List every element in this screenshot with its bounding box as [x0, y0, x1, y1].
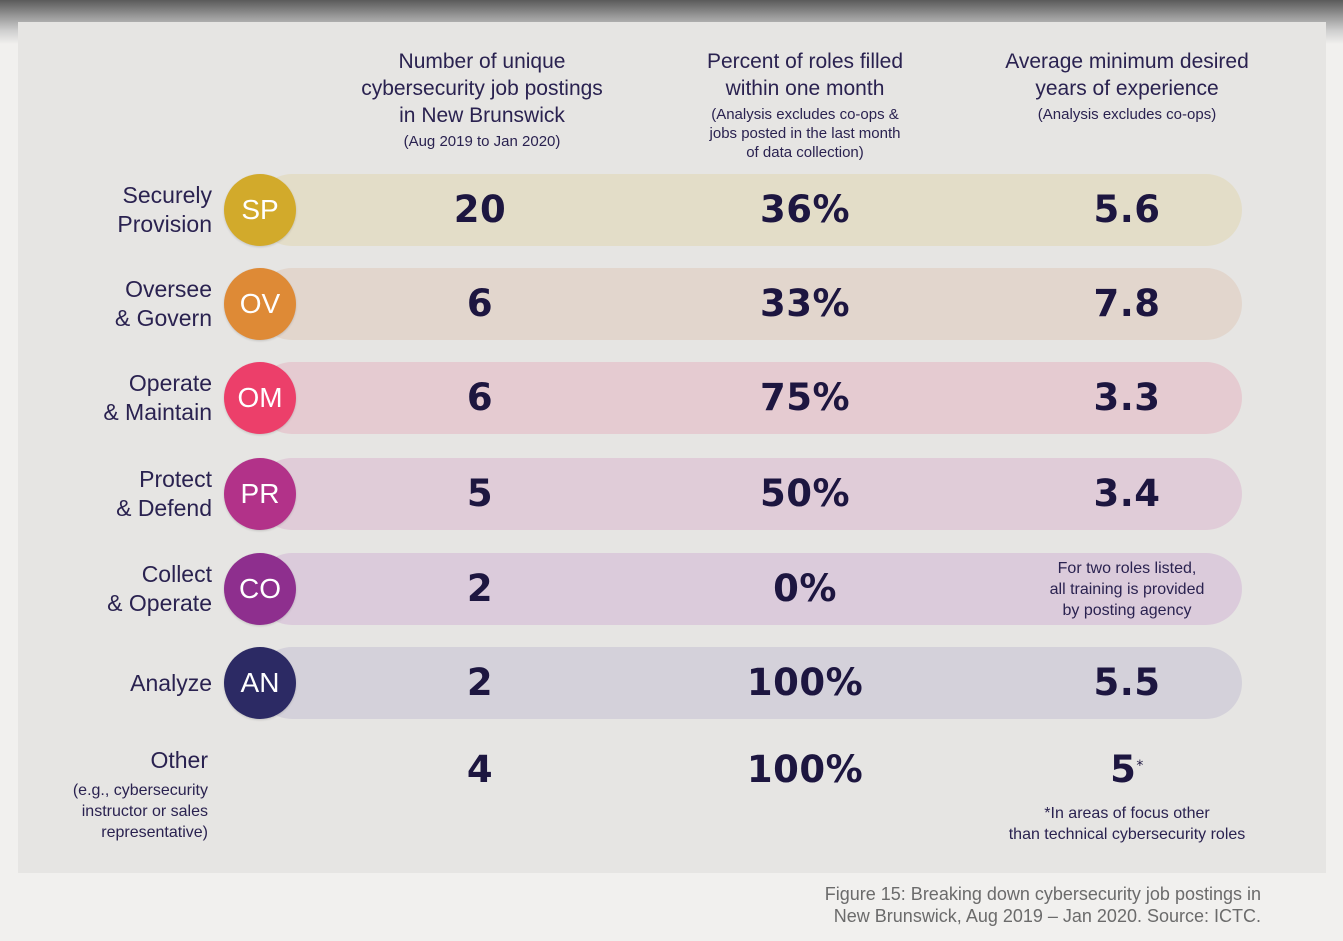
column-note: (Aug 2019 to Jan 2020)	[403, 133, 561, 150]
experience-value: 5.5	[1093, 661, 1161, 704]
postings-value: 4	[466, 748, 494, 791]
other-label: Other	[150, 747, 208, 773]
figure-caption: Figure 15: Breaking down cybersecurity j…	[824, 884, 1261, 926]
column-header-filled: Percent of roles filled within one month…	[655, 48, 955, 162]
table-row: Operate & Maintain OM 6 75% 3.3	[0, 362, 1343, 434]
filled-value: 100%	[746, 661, 864, 704]
category-badge: SP	[224, 174, 296, 246]
filled-value: 36%	[759, 188, 851, 231]
category-badge: OM	[224, 362, 296, 434]
row-label: Protect & Defend	[116, 466, 212, 521]
filled-value: 50%	[759, 472, 851, 515]
row-label: Oversee & Govern	[114, 276, 212, 331]
row-label: Operate & Maintain	[103, 370, 212, 425]
column-header-postings: Number of unique cybersecurity job posti…	[332, 48, 632, 151]
category-badge: OV	[224, 268, 296, 340]
filled-value: 0%	[773, 567, 837, 610]
column-title: Percent of roles filled within one month	[706, 50, 904, 100]
experience-value: 5*	[1027, 734, 1227, 806]
table-row-other: 4 100% 5*	[0, 734, 1343, 806]
filled-value: 33%	[759, 282, 851, 325]
row-bar	[256, 647, 1242, 719]
experience-number: 5	[1110, 748, 1137, 791]
table-row: Protect & Defend PR 5 50% 3.4	[0, 458, 1343, 530]
table-row: Collect & Operate CO 2 0% For two roles list…	[0, 553, 1343, 625]
row-label: Analyze	[130, 669, 212, 696]
row-label-other: Other (e.g., cybersecurity instructor or…	[73, 744, 208, 843]
row-bar	[256, 174, 1242, 246]
row-bar	[256, 268, 1242, 340]
postings-value: 2	[466, 661, 494, 704]
experience-footnote: *In areas of focus other than technical …	[1008, 805, 1246, 843]
filled-value: 100%	[746, 748, 864, 791]
postings-value: 6	[466, 282, 494, 325]
experience-note: For two roles listed, all training is pr…	[1049, 559, 1205, 619]
table-row: Analyze AN 2 100% 5.5	[0, 647, 1343, 719]
other-sublabel: (e.g., cybersecurity instructor or sales…	[72, 782, 208, 841]
row-bar	[256, 362, 1242, 434]
row-bar	[256, 458, 1242, 530]
row-bar	[256, 553, 1242, 625]
row-label: Securely Provision	[117, 182, 212, 237]
category-badge: CO	[224, 553, 296, 625]
category-badge: AN	[224, 647, 296, 719]
postings-value: 5	[466, 472, 494, 515]
experience-value: 5.6	[1093, 188, 1161, 231]
row-label: Collect & Operate	[107, 561, 212, 616]
filled-value: 75%	[759, 376, 851, 419]
experience-value: 7.8	[1093, 282, 1161, 325]
column-note: (Analysis excludes co-ops)	[1037, 106, 1217, 123]
column-title: Number of unique cybersecurity job posti…	[361, 50, 603, 127]
column-header-experience: Average minimum desired years of experie…	[977, 48, 1277, 124]
postings-value: 6	[466, 376, 494, 419]
footnote-marker: *	[1136, 758, 1144, 774]
postings-value: 2	[466, 567, 494, 610]
category-badge: PR	[224, 458, 296, 530]
figure-panel	[18, 22, 1326, 873]
table-row: Securely Provision SP 20 36% 5.6	[0, 174, 1343, 246]
column-title: Average minimum desired years of experie…	[1005, 50, 1249, 100]
column-note: (Analysis excludes co-ops & jobs posted …	[709, 106, 901, 161]
experience-value: 3.3	[1093, 376, 1161, 419]
table-row: Oversee & Govern OV 6 33% 7.8	[0, 268, 1343, 340]
postings-value: 20	[453, 188, 507, 231]
experience-value: 3.4	[1093, 472, 1161, 515]
